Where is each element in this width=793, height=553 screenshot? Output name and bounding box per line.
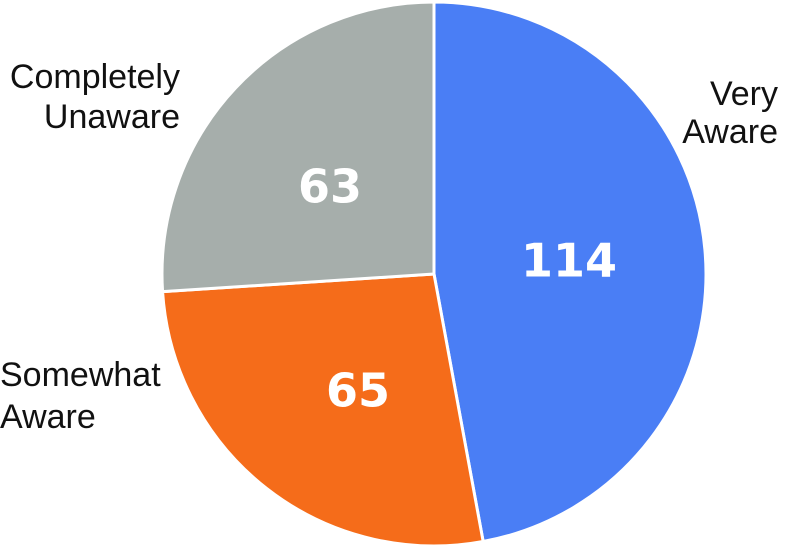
category-label-line: Very — [710, 75, 778, 113]
category-label-very-aware: Very Aware — [682, 75, 778, 151]
category-label-line: Aware — [682, 113, 778, 151]
category-label-line: Completely — [10, 58, 180, 96]
category-label-somewhat-aware: Somewhat Aware — [0, 356, 161, 436]
value-label-very-aware: 114 — [521, 234, 617, 288]
pie-slice-somewhat-aware — [160, 272, 485, 548]
category-label-line: Somewhat — [0, 356, 161, 394]
pie-slices — [160, 0, 708, 548]
category-label-completely-unaware: Completely Unaware — [10, 58, 180, 136]
category-label-line: Aware — [0, 398, 96, 436]
pie-value-labels: 114 65 63 — [298, 160, 617, 418]
value-label-completely-unaware: 63 — [298, 160, 362, 214]
pie-slice-completely-unaware — [160, 0, 436, 294]
value-label-somewhat-aware: 65 — [326, 364, 390, 418]
pie-slice-very-aware — [432, 0, 708, 544]
category-label-line: Unaware — [44, 98, 180, 136]
